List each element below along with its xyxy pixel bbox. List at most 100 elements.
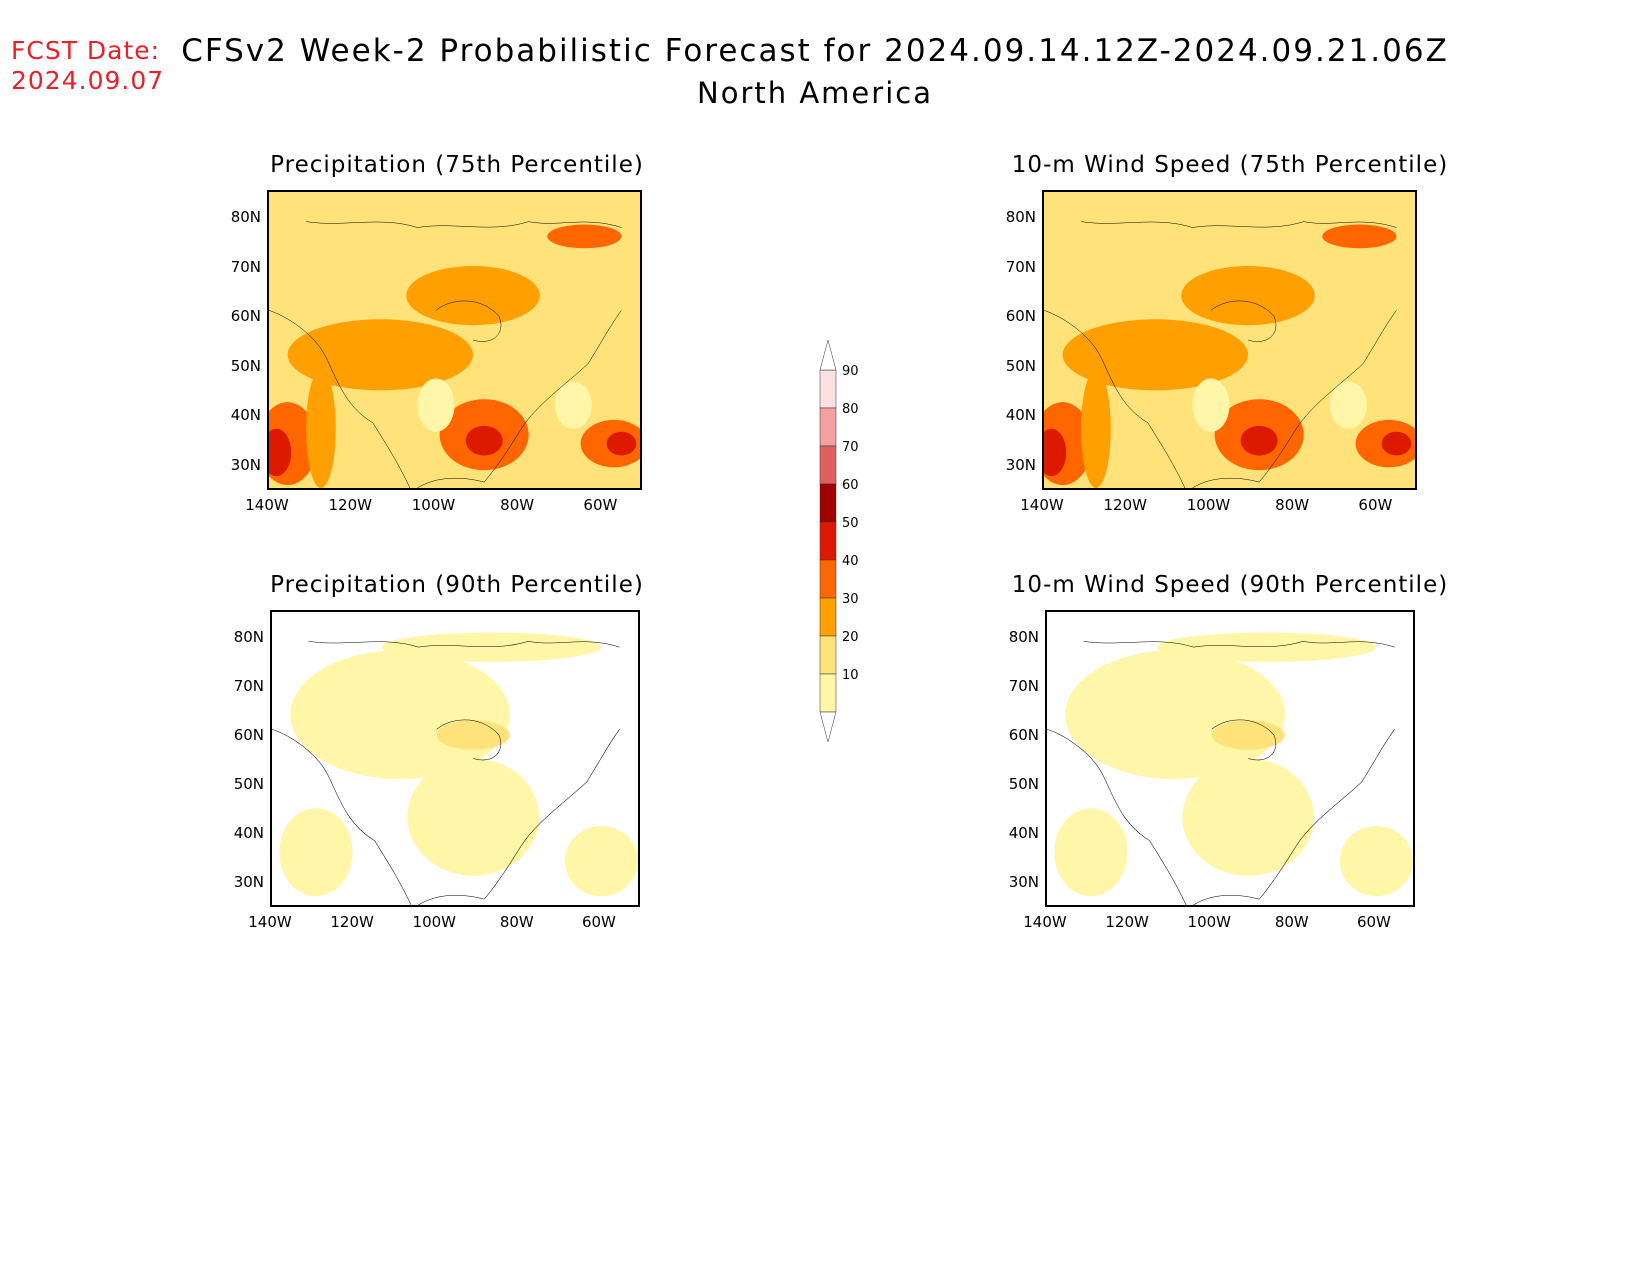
colorbar-swatch bbox=[819, 521, 837, 561]
colorbar-label: 30 bbox=[842, 592, 859, 607]
region-subtitle: North America bbox=[697, 76, 933, 110]
probability-contour bbox=[1156, 632, 1377, 662]
colorbar-swatch bbox=[819, 369, 837, 409]
map-wind-75 bbox=[1042, 190, 1417, 490]
probability-contour bbox=[269, 428, 292, 477]
colorbar-bottom-arrow bbox=[819, 711, 837, 743]
lon-tick-label: 140W bbox=[1020, 496, 1064, 514]
probability-contour bbox=[381, 632, 602, 662]
map-precip-75 bbox=[267, 190, 642, 490]
lon-tick-label: 60W bbox=[1356, 913, 1391, 931]
panel-title-precip-75: Precipitation (75th Percentile) bbox=[270, 152, 644, 178]
lat-tick-label: 60N bbox=[1008, 725, 1039, 744]
lon-tick-label: 120W bbox=[1103, 496, 1147, 514]
probability-contour bbox=[1054, 808, 1128, 897]
map-field-svg bbox=[1047, 632, 1413, 905]
lon-tick-label: 120W bbox=[1105, 913, 1149, 931]
panel-title-wind-75: 10-m Wind Speed (75th Percentile) bbox=[1011, 152, 1449, 178]
lat-tick-label: 60N bbox=[233, 725, 264, 744]
map-precip-90 bbox=[270, 610, 640, 907]
lat-tick-label: 70N bbox=[1008, 676, 1039, 695]
colorbar-swatch bbox=[819, 673, 837, 713]
lat-tick-label: 40N bbox=[233, 823, 264, 842]
lat-tick-label: 70N bbox=[1005, 257, 1036, 276]
probability-contour bbox=[417, 378, 455, 432]
colorbar-top-arrow bbox=[819, 339, 837, 371]
lat-tick-label: 80N bbox=[1005, 208, 1036, 226]
colorbar-swatch bbox=[819, 597, 837, 637]
map-field-svg bbox=[1044, 192, 1415, 488]
lat-tick-label: 80N bbox=[1008, 627, 1039, 646]
colorbar-label: 80 bbox=[842, 402, 859, 417]
lon-tick-label: 140W bbox=[248, 913, 292, 931]
coastline bbox=[1044, 222, 1396, 488]
colorbar-label: 70 bbox=[842, 440, 859, 455]
probability-contour bbox=[1181, 266, 1315, 326]
lat-tick-label: 50N bbox=[233, 774, 264, 793]
probability-contour bbox=[465, 425, 503, 456]
colorbar-swatch bbox=[819, 635, 837, 675]
colorbar-swatch bbox=[819, 445, 837, 485]
main-title: CFSv2 Week-2 Probabilistic Forecast for … bbox=[181, 33, 1449, 69]
probability-contour bbox=[279, 808, 353, 897]
probability-contour bbox=[1211, 720, 1285, 750]
forecast-date-block: FCST Date: 2024.09.07 bbox=[11, 36, 164, 96]
lat-tick-label: 30N bbox=[230, 455, 261, 474]
probability-contour bbox=[1240, 425, 1278, 456]
probability-contour bbox=[1044, 428, 1067, 477]
lat-tick-label: 40N bbox=[230, 406, 261, 424]
forecast-date-value: 2024.09.07 bbox=[11, 66, 165, 95]
probability-contour bbox=[1329, 381, 1367, 429]
lon-tick-label: 140W bbox=[245, 496, 289, 514]
colorbar-swatch bbox=[819, 483, 837, 523]
lon-tick-label: 80W bbox=[1274, 913, 1309, 931]
lat-tick-label: 30N bbox=[1008, 872, 1039, 891]
map-field-svg bbox=[272, 632, 638, 905]
colorbar: 90 80 70 60 50 40 30 20 10 bbox=[810, 330, 920, 750]
coastline bbox=[1047, 641, 1395, 905]
lon-tick-label: 120W bbox=[330, 913, 374, 931]
lat-tick-label: 80N bbox=[233, 627, 264, 646]
map-field-svg bbox=[269, 192, 640, 488]
lat-tick-label: 60N bbox=[230, 307, 261, 325]
panel-title-wind-90: 10-m Wind Speed (90th Percentile) bbox=[1011, 572, 1449, 598]
map-wind-90 bbox=[1045, 610, 1415, 907]
lon-tick-label: 80W bbox=[499, 913, 534, 931]
probability-contour bbox=[1062, 319, 1249, 391]
probability-contour bbox=[554, 381, 592, 429]
forecast-date-label: FCST Date: bbox=[11, 36, 161, 65]
probability-contour bbox=[1192, 378, 1230, 432]
probability-contour bbox=[1081, 369, 1111, 488]
probability-contour bbox=[306, 369, 336, 488]
probability-contour bbox=[436, 720, 510, 750]
lon-tick-label: 80W bbox=[1275, 496, 1310, 514]
probability-contour bbox=[406, 266, 540, 326]
colorbar-label: 50 bbox=[842, 516, 859, 531]
lat-tick-label: 50N bbox=[1008, 774, 1039, 793]
probability-contour bbox=[287, 319, 474, 391]
colorbar-label: 90 bbox=[842, 364, 859, 379]
coastline bbox=[269, 222, 621, 488]
lat-tick-label: 40N bbox=[1005, 406, 1036, 424]
panel-title-precip-90: Precipitation (90th Percentile) bbox=[270, 572, 644, 598]
lat-tick-label: 50N bbox=[230, 356, 261, 375]
lon-tick-label: 120W bbox=[328, 496, 372, 514]
lat-tick-label: 70N bbox=[233, 676, 264, 695]
coastline bbox=[272, 641, 620, 905]
probability-contour bbox=[564, 825, 638, 897]
lon-tick-label: 140W bbox=[1023, 913, 1067, 931]
probability-contour bbox=[547, 224, 622, 249]
lon-tick-label: 100W bbox=[1186, 496, 1231, 514]
colorbar-label: 60 bbox=[842, 478, 859, 493]
lon-tick-label: 100W bbox=[411, 496, 456, 514]
lat-tick-label: 30N bbox=[1005, 455, 1036, 474]
probability-contour bbox=[1182, 758, 1315, 876]
lon-tick-label: 100W bbox=[1187, 913, 1231, 931]
lat-tick-label: 30N bbox=[233, 872, 264, 891]
probability-contour bbox=[407, 758, 540, 876]
lon-tick-label: 60W bbox=[1358, 496, 1393, 514]
colorbar-label: 10 bbox=[842, 668, 859, 683]
lon-tick-label: 100W bbox=[412, 913, 456, 931]
probability-contour bbox=[1322, 224, 1397, 249]
lon-tick-label: 80W bbox=[500, 496, 535, 514]
